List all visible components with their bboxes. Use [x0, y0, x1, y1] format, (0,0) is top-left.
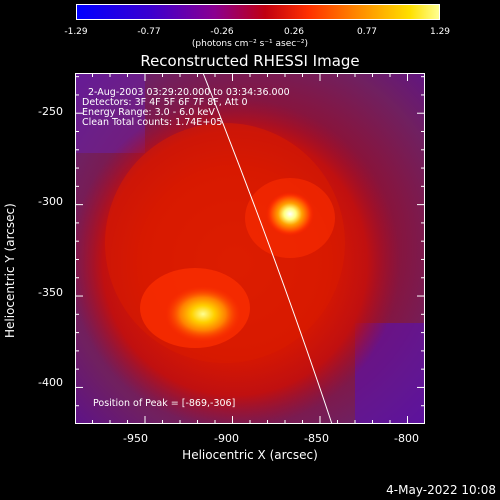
clean-counts: Clean Total counts: 1.74E+05 [82, 117, 223, 128]
x-tick-label: -800 [394, 432, 419, 445]
x-tick-label: -900 [214, 432, 239, 445]
y-tick-label: -300 [38, 195, 63, 208]
flare-source-north [266, 192, 314, 236]
colorbar-tick-label: -0.77 [137, 27, 161, 37]
y-tick-label: -350 [38, 286, 63, 299]
colorbar [76, 4, 440, 20]
colorbar-tick-label: -0.26 [210, 27, 234, 37]
footer-date: 4-May-2022 10:08 [386, 483, 496, 497]
detectors: Detectors: 3F 4F 5F 6F 7F 8F, Att 0 [82, 97, 248, 108]
colorbar-tick-label: -1.29 [64, 27, 88, 37]
x-axis-label: Heliocentric X (arcsec) [182, 448, 318, 462]
x-tick-label: -850 [304, 432, 329, 445]
colorbar-tick-label: 0.77 [356, 27, 378, 37]
rhessi-image [75, 73, 425, 424]
y-tick-label: -250 [38, 105, 63, 118]
observation-info: 2-Aug-2003 03:29:20.000 to 03:34:36.000 … [82, 88, 290, 128]
energy-range: Energy Range: 3.0 - 6.0 keV [82, 107, 215, 118]
time-range: 2-Aug-2003 03:29:20.000 to 03:34:36.000 [88, 87, 290, 98]
colorbar-units: (photons cm⁻² s⁻¹ asec⁻²) [191, 39, 309, 49]
peak-position: Position of Peak = [-869,-306] [93, 398, 236, 409]
colorbar-tick-label: 0.26 [283, 27, 305, 37]
solar-limb-line [202, 73, 333, 424]
x-tick-label: -950 [123, 432, 148, 445]
colorbar-tick-label: 1.29 [429, 27, 451, 37]
flare-source-south [165, 286, 241, 342]
axis-ticks [75, 73, 425, 424]
plot-title: Reconstructed RHESSI Image [140, 52, 360, 70]
y-tick-label: -400 [38, 376, 63, 389]
